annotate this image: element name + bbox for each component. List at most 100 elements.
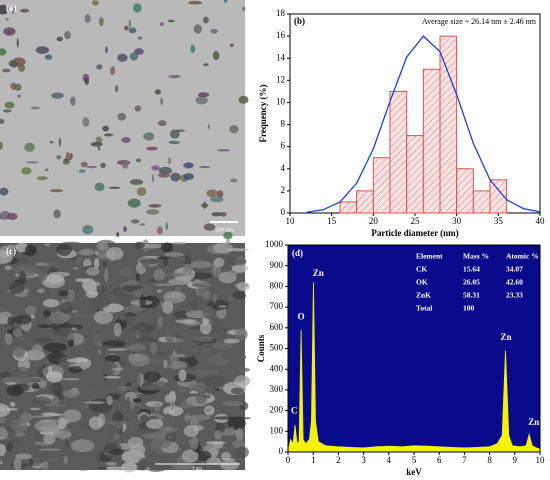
- particle: [157, 120, 167, 127]
- grain: [67, 339, 75, 348]
- grain: [62, 378, 80, 381]
- particle: [44, 54, 53, 60]
- particle: [96, 64, 103, 70]
- grain: [213, 341, 233, 350]
- particle: [0, 4, 9, 15]
- particle: [230, 178, 238, 183]
- grain: [134, 241, 145, 249]
- grain: [43, 309, 52, 317]
- particle: [211, 212, 223, 217]
- x-tick-label: 0: [286, 455, 291, 465]
- grain: [170, 462, 193, 471]
- particle: [53, 209, 61, 219]
- grain: [12, 328, 24, 337]
- particle: [95, 136, 103, 143]
- peak-label: O: [298, 312, 305, 322]
- peak-label: C: [291, 406, 298, 416]
- grain: [93, 310, 114, 324]
- particle: [133, 3, 142, 13]
- grain: [24, 305, 37, 315]
- grain: [18, 271, 27, 285]
- particle: [188, 0, 203, 5]
- grain: [190, 436, 199, 450]
- particle: [154, 89, 161, 95]
- grain: [218, 305, 227, 308]
- grain: [163, 359, 168, 369]
- grain: [206, 457, 222, 465]
- grain: [56, 243, 72, 256]
- particle: [160, 97, 164, 106]
- particle: [203, 223, 216, 231]
- x-tick-label: 10: [536, 455, 546, 465]
- grain: [194, 336, 214, 343]
- x-tick-label: 5: [412, 455, 417, 465]
- grain: [174, 347, 182, 355]
- grain: [215, 352, 225, 357]
- grain: [177, 388, 187, 392]
- grain: [28, 458, 34, 467]
- grain: [140, 284, 155, 297]
- particle: [98, 16, 104, 27]
- grain: [188, 356, 197, 367]
- grain: [109, 448, 124, 456]
- grain: [6, 443, 13, 452]
- grain: [6, 385, 24, 397]
- y-tick-label: 18: [276, 8, 286, 18]
- grain: [58, 290, 69, 297]
- particle: [2, 109, 12, 113]
- grain: [223, 353, 247, 362]
- grain: [46, 455, 59, 463]
- grain: [165, 331, 174, 344]
- grain: [69, 314, 94, 318]
- x-tick-label: 7: [462, 455, 467, 465]
- particle: [129, 179, 144, 185]
- grain: [15, 453, 32, 460]
- scale-bar-label: 1 um: [192, 467, 202, 472]
- grain: [79, 467, 88, 471]
- particle: [217, 190, 224, 198]
- grain: [60, 301, 73, 315]
- particle: [238, 95, 249, 104]
- grain: [32, 396, 51, 406]
- grain: [145, 462, 167, 473]
- grain: [127, 425, 141, 428]
- spectrum: [287, 282, 541, 453]
- grain: [118, 294, 133, 308]
- x-tick-label: 30: [452, 216, 462, 226]
- grain: [196, 343, 204, 346]
- y-tick-label: 6: [281, 141, 286, 151]
- grain: [188, 381, 206, 393]
- grain: [134, 392, 142, 395]
- y-axis-label: Frequency (%): [258, 84, 268, 142]
- grain: [190, 272, 213, 280]
- grain: [139, 414, 150, 423]
- grain: [104, 268, 109, 283]
- y-tick-label: 900: [270, 260, 284, 270]
- grain: [86, 266, 100, 276]
- grain: [181, 449, 199, 463]
- grain: [89, 389, 111, 395]
- grain: [0, 250, 13, 264]
- grain: [41, 412, 58, 417]
- x-tick-label: 2: [336, 455, 341, 465]
- grain: [33, 337, 53, 343]
- grain: [58, 417, 67, 430]
- grain: [182, 263, 193, 277]
- y-tick-label: 500: [270, 343, 284, 353]
- table-header: Element: [416, 252, 443, 261]
- peak-label: Zn: [313, 268, 324, 278]
- grain: [71, 327, 77, 331]
- grain: [14, 264, 38, 277]
- particle: [158, 166, 173, 175]
- grain: [46, 404, 57, 410]
- y-tick-label: 14: [276, 52, 286, 62]
- grain: [178, 369, 187, 382]
- grain: [10, 401, 16, 408]
- grain: [128, 343, 146, 352]
- particle: [51, 92, 64, 99]
- grain: [163, 257, 168, 267]
- bar: [389, 90, 408, 214]
- grain: [78, 450, 101, 463]
- grain: [85, 290, 98, 299]
